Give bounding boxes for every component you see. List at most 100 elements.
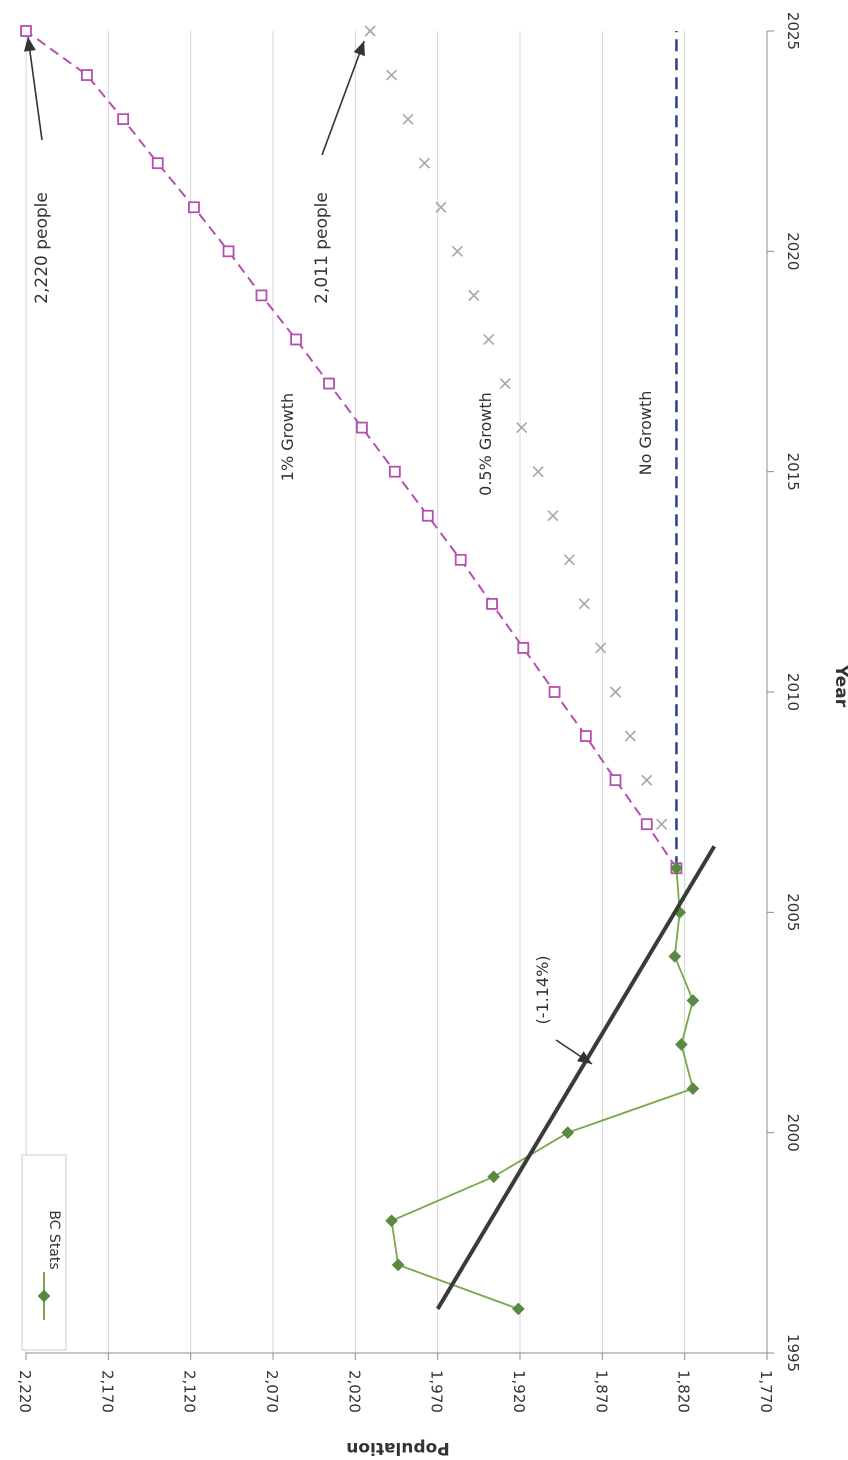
arrow-shaft xyxy=(27,36,43,141)
y-tick-label: 2,170 xyxy=(98,1370,116,1413)
y-axis-title: Population xyxy=(346,1438,449,1458)
annotation-no-growth: No Growth xyxy=(636,391,655,476)
axes xyxy=(25,30,774,1360)
y-tick-label: 2,020 xyxy=(345,1370,363,1413)
half-percent-point-stroke xyxy=(578,598,590,610)
one-percent-point xyxy=(640,818,653,831)
half-percent-point xyxy=(483,333,495,346)
half-percent-point xyxy=(578,598,590,610)
arrow-head xyxy=(23,37,36,52)
one-percent-point xyxy=(290,333,302,346)
y-tick: 2,020 xyxy=(345,1370,363,1413)
half-percent-point-stroke xyxy=(641,774,653,786)
y-tick-label: 2,120 xyxy=(181,1370,199,1413)
annotation-half-percent-text: 0.5% Growth xyxy=(476,392,495,496)
one-percent-point xyxy=(388,465,401,478)
half-percent-point xyxy=(532,466,544,478)
bc-stats-line xyxy=(390,868,694,1310)
half-percent-point xyxy=(499,377,511,390)
one-percent-point xyxy=(421,509,434,522)
annotation-one-percent: 1% Growth xyxy=(278,393,297,481)
half-percent-point-stroke xyxy=(656,818,668,830)
annotation-2220-text: 2,220 people xyxy=(32,192,52,304)
one-percent-point xyxy=(222,245,235,258)
half-percent-point-stroke xyxy=(468,289,480,301)
one-percent-point xyxy=(117,113,130,126)
y-tick-label: 1,820 xyxy=(675,1370,693,1413)
x-tick-label: 2005 xyxy=(784,893,802,931)
bc-stats-point xyxy=(511,1302,525,1316)
one-percent-point xyxy=(323,377,335,390)
x-tick-label: 2000 xyxy=(784,1114,802,1152)
legend: BC Stats xyxy=(21,1154,67,1351)
bc-stats-point xyxy=(675,1038,688,1051)
x-tick-label: 2025 xyxy=(784,12,802,50)
half-percent-point-stroke xyxy=(418,157,431,169)
one-percent-point xyxy=(609,774,622,787)
annotations: 2,220 people 2,011 people (-1.14%) 1% Growt… xyxy=(23,36,655,1065)
data-series xyxy=(20,25,717,1316)
half-percent-point xyxy=(595,642,607,654)
x-tick: 1995 xyxy=(784,1334,802,1372)
one-percent-point xyxy=(548,686,561,698)
arrow-2220 xyxy=(23,36,43,141)
one-percent-point xyxy=(486,597,498,610)
y-tick-label: 1,920 xyxy=(510,1370,528,1413)
x-tick-label: 1995 xyxy=(784,1334,802,1372)
one-percent-point xyxy=(454,553,467,566)
bc-stats-point xyxy=(561,1126,575,1140)
arrow-head xyxy=(353,41,365,57)
half-percent-point-stroke xyxy=(595,642,607,654)
half-percent-point xyxy=(451,245,463,257)
x-axis-title: Year xyxy=(831,664,848,708)
y-tick-label: 1,970 xyxy=(428,1370,446,1413)
one-percent-point xyxy=(151,157,164,170)
half-percent-point-stroke xyxy=(435,201,447,213)
annotation-2011: 2,011 people xyxy=(312,192,332,304)
bc-stats-point xyxy=(686,1082,700,1095)
half-percent-point xyxy=(656,818,668,830)
one-percent-point xyxy=(517,642,530,654)
annotation-half-percent: 0.5% Growth xyxy=(476,392,495,496)
bc-stats-point xyxy=(686,994,700,1007)
half-percent-point xyxy=(402,113,414,125)
half-percent-point-stroke xyxy=(547,510,559,522)
half-percent-point-stroke xyxy=(385,69,398,81)
y-tick: 2,220 xyxy=(16,1370,34,1413)
x-tick: 2005 xyxy=(784,893,802,931)
half-percent-point-stroke xyxy=(499,377,511,390)
half-percent-point xyxy=(547,510,559,522)
x-tick-label: 2020 xyxy=(784,232,802,270)
half-percent-point xyxy=(563,554,575,566)
annotation-2220: 2,220 people xyxy=(32,192,52,304)
legend-marker xyxy=(37,1289,51,1303)
annotation-2011-text: 2,011 people xyxy=(312,192,332,304)
one-percent-point xyxy=(188,201,200,214)
y-tick: 2,120 xyxy=(181,1370,199,1413)
one-percent-point xyxy=(356,421,368,434)
y-tick: 1,870 xyxy=(592,1370,610,1413)
half-percent-point xyxy=(516,422,528,434)
x-tick-label: 2015 xyxy=(784,453,802,491)
arrow-2011 xyxy=(321,40,365,156)
half-percent-point-stroke xyxy=(483,333,495,346)
half-percent-point xyxy=(418,157,431,169)
annotation-one-percent-text: 1% Growth xyxy=(278,393,297,481)
half-percent-point-stroke xyxy=(516,422,528,434)
y-tick-label: 1,770 xyxy=(757,1370,775,1413)
bc-stats-point xyxy=(391,1258,405,1272)
x-tick: 2015 xyxy=(784,453,802,491)
y-tick-label: 1,870 xyxy=(592,1370,610,1413)
y-tick: 2,070 xyxy=(263,1370,281,1413)
x-tick: 2020 xyxy=(784,232,802,270)
half-percent-point xyxy=(435,201,447,213)
y-tick: 1,920 xyxy=(510,1370,528,1413)
one-percent-growth-line xyxy=(25,30,678,869)
y-tick: 1,970 xyxy=(428,1370,446,1413)
arrow-shaft xyxy=(321,40,365,156)
x-tick: 2025 xyxy=(784,12,802,50)
half-percent-point xyxy=(641,774,653,786)
half-percent-point xyxy=(468,289,480,301)
gridlines xyxy=(25,31,686,1353)
